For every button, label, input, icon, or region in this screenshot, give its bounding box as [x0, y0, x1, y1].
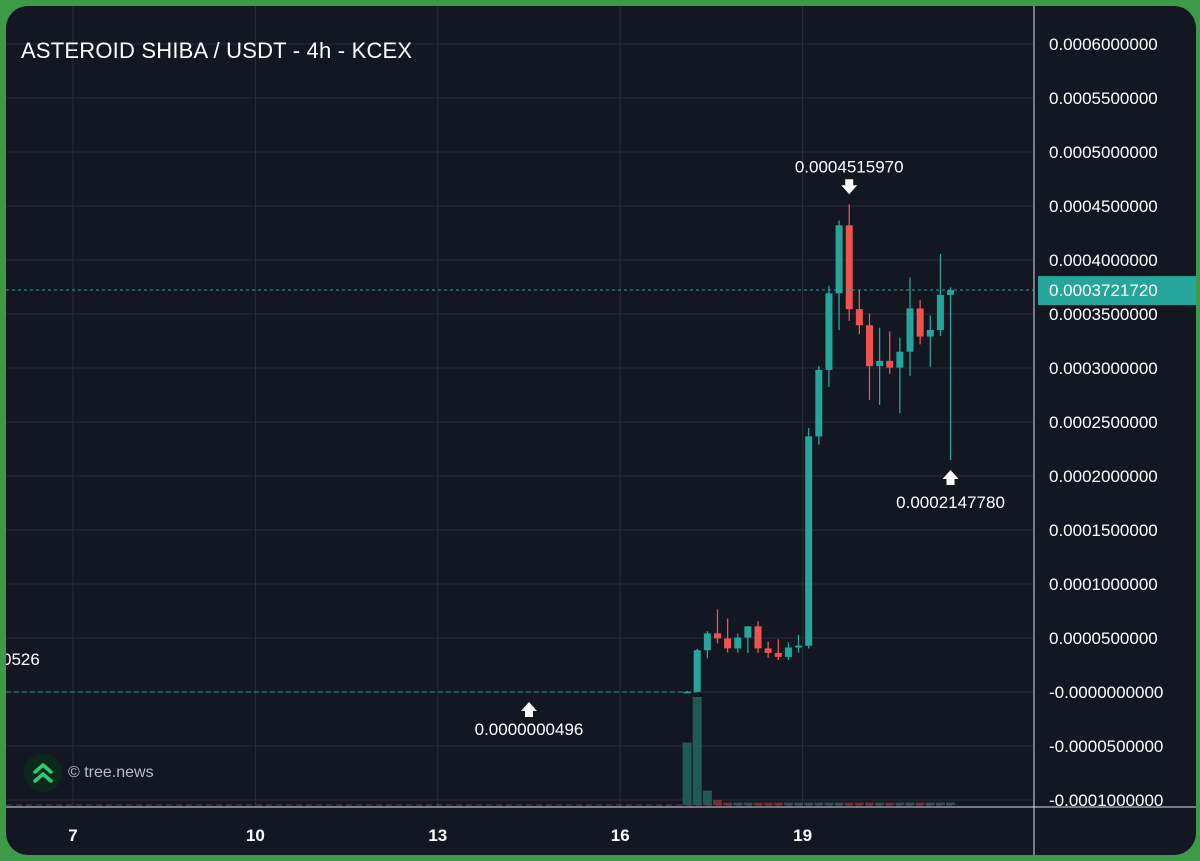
candle-body	[896, 351, 904, 368]
volume-bar	[794, 802, 804, 805]
price-axis-label: 0.0005000000	[1049, 143, 1158, 162]
volume-bar	[915, 802, 925, 805]
double-chevron-up-icon	[24, 754, 62, 792]
price-axis-label: 0.0005500000	[1049, 89, 1158, 108]
price-axis-label: -0.0001000000	[1049, 791, 1163, 810]
high-price-annotation: 0.0004515970	[795, 157, 904, 176]
candle-body	[936, 294, 944, 330]
candle-body	[815, 369, 823, 437]
volume-bar	[712, 800, 722, 805]
price-axis-label: 0.0002000000	[1049, 467, 1158, 486]
volume-bar	[763, 802, 773, 805]
price-axis-label: -0.0000500000	[1049, 737, 1163, 756]
candle-body	[734, 637, 742, 649]
volume-bar	[753, 802, 763, 805]
price-axis-label: 0.0002500000	[1049, 413, 1158, 432]
volume-bar	[682, 742, 692, 805]
volume-bar	[844, 802, 854, 805]
time-axis-label: 16	[611, 826, 630, 845]
volume-bar	[854, 802, 864, 805]
last-price-label: 0.0003721720	[1049, 281, 1158, 300]
price-axis-label: 0.0003000000	[1049, 359, 1158, 378]
volume-bar	[804, 802, 814, 805]
left-level-label: 0526	[6, 650, 40, 669]
price-axis-label: -0.0000000000	[1049, 683, 1163, 702]
volume-bar	[834, 802, 844, 805]
candle-body	[713, 633, 721, 639]
candlestick-chart[interactable]: 0.0006000000 0.0005500000 0.0005000000 0.00…	[6, 6, 1196, 855]
watermark: © tree.news	[24, 754, 154, 792]
chart-frame: 0.0006000000 0.0005500000 0.0005000000 0.00…	[6, 6, 1196, 855]
time-axis-label: 13	[428, 826, 447, 845]
price-axis-label: 0.0004000000	[1049, 251, 1158, 270]
low-price-annotation: 0.0002147780	[896, 493, 1005, 512]
volume-bar	[814, 802, 824, 805]
volume-bar	[885, 802, 895, 805]
candle-body	[876, 360, 884, 367]
time-axis-label: 10	[246, 826, 265, 845]
price-axis-label: 0.0001500000	[1049, 521, 1158, 540]
candle-body	[805, 436, 813, 646]
arrow-down-icon	[841, 179, 858, 195]
chart-title: ASTEROID SHIBA / USDT - 4h - KCEX	[21, 38, 413, 63]
arrow-up-icon	[942, 470, 959, 486]
candle-body	[754, 626, 762, 649]
volume-bar	[905, 802, 915, 805]
volume-bar	[864, 802, 874, 805]
candle-body	[744, 626, 752, 638]
candle-body	[845, 225, 853, 310]
price-axis-label: 0.0006000000	[1049, 35, 1158, 54]
price-axis-label: 0.0004500000	[1049, 197, 1158, 216]
candle-body	[865, 325, 873, 367]
volume-bar	[783, 802, 793, 805]
candle-body	[835, 225, 843, 294]
volume-bar	[702, 790, 712, 805]
early-low-annotation: 0.0000000496	[475, 720, 584, 739]
volume-bar	[875, 802, 885, 805]
candle-body	[784, 647, 792, 657]
candle-body	[703, 633, 711, 651]
candle-body	[926, 329, 934, 337]
candle-body	[825, 293, 833, 370]
last-price-badge	[1038, 276, 1196, 306]
watermark-text: © tree.news	[68, 764, 154, 781]
volume-bar	[723, 802, 733, 805]
candle-body	[795, 645, 803, 648]
price-axis-label: 0.0001000000	[1049, 575, 1158, 594]
candle-body	[947, 290, 955, 295]
volume-bar	[824, 802, 834, 805]
candle-body	[683, 691, 691, 694]
time-axis-label: 7	[68, 826, 77, 845]
candle-body	[855, 309, 863, 326]
volume-bar	[925, 802, 935, 805]
volume-bar	[692, 697, 702, 805]
candle-body	[774, 652, 782, 657]
volume-bar	[895, 802, 905, 805]
volume-bar	[733, 802, 743, 805]
price-axis-label: 0.0000500000	[1049, 629, 1158, 648]
volume-bar	[743, 802, 753, 805]
candle-body	[764, 648, 772, 653]
time-axis-label: 19	[793, 826, 812, 845]
price-axis-label: 0.0003500000	[1049, 305, 1158, 324]
volume-bar	[935, 802, 945, 805]
candle-body	[693, 650, 701, 692]
candle-body	[724, 638, 732, 649]
volume-bar	[946, 802, 956, 805]
candle-body	[886, 360, 894, 368]
candle-body	[916, 308, 924, 337]
volume-bar	[773, 802, 783, 805]
candle-body	[906, 308, 914, 352]
arrow-up-icon	[521, 701, 537, 717]
